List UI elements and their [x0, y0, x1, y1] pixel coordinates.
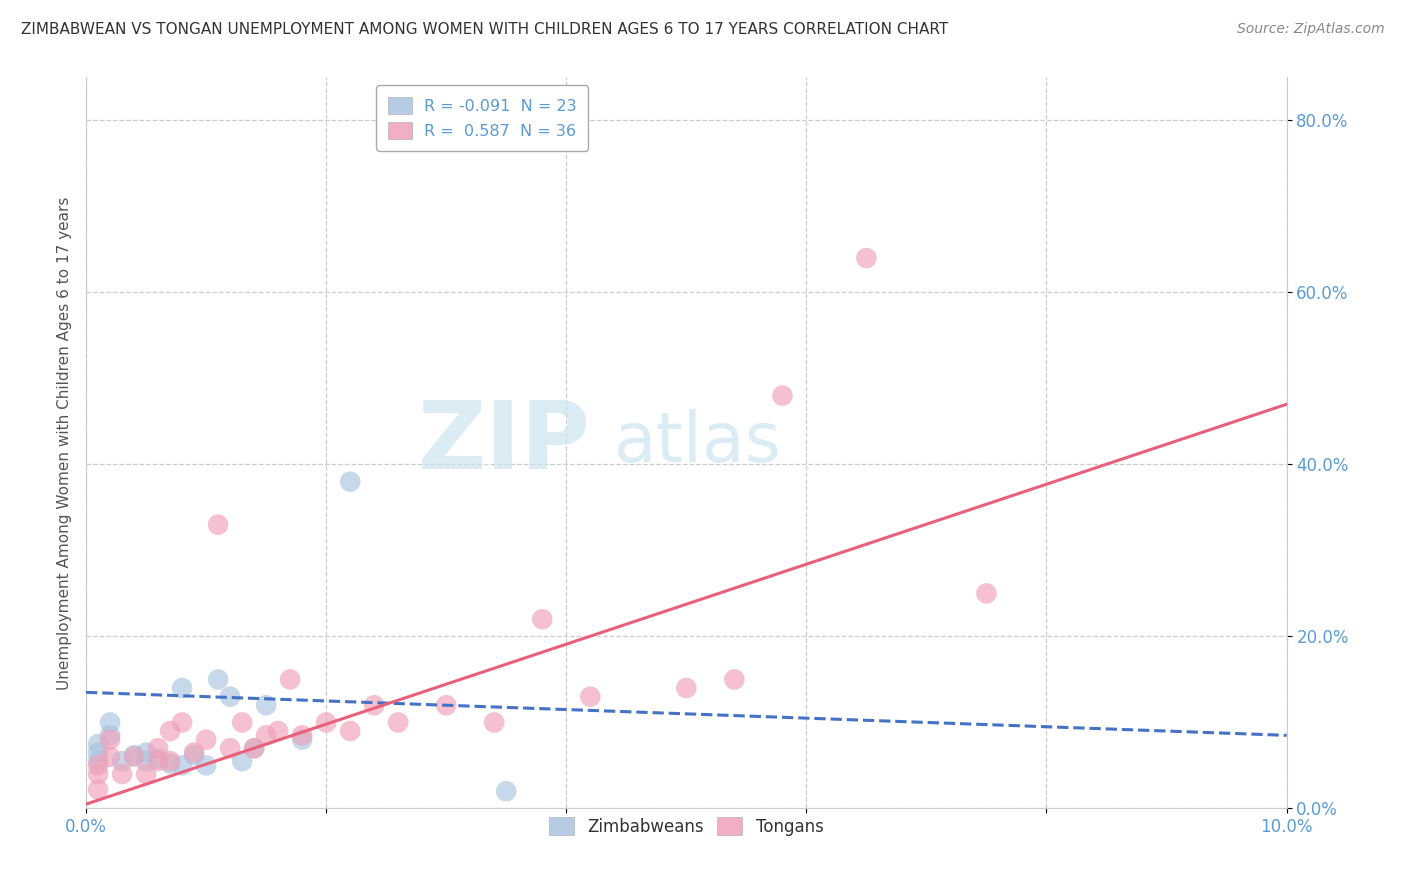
- Point: [770, 389, 793, 403]
- Point: [207, 517, 229, 532]
- Point: [195, 758, 218, 772]
- Text: Source: ZipAtlas.com: Source: ZipAtlas.com: [1237, 22, 1385, 37]
- Point: [195, 732, 218, 747]
- Point: [87, 737, 110, 751]
- Point: [111, 767, 134, 781]
- Point: [855, 251, 877, 265]
- Point: [723, 673, 745, 687]
- Point: [87, 746, 110, 760]
- Point: [135, 746, 157, 760]
- Point: [531, 612, 554, 626]
- Point: [434, 698, 457, 713]
- Point: [183, 746, 205, 760]
- Point: [98, 728, 121, 742]
- Point: [231, 715, 253, 730]
- Point: [111, 754, 134, 768]
- Point: [291, 732, 314, 747]
- Text: ZIP: ZIP: [418, 397, 591, 489]
- Point: [363, 698, 385, 713]
- Point: [87, 758, 110, 772]
- Point: [579, 690, 602, 704]
- Point: [146, 754, 169, 768]
- Point: [231, 754, 253, 768]
- Point: [254, 728, 277, 742]
- Point: [339, 724, 361, 739]
- Point: [146, 751, 169, 765]
- Point: [315, 715, 337, 730]
- Point: [976, 586, 998, 600]
- Text: atlas: atlas: [614, 409, 782, 476]
- Point: [243, 741, 266, 756]
- Point: [146, 741, 169, 756]
- Text: ZIMBABWEAN VS TONGAN UNEMPLOYMENT AMONG WOMEN WITH CHILDREN AGES 6 TO 17 YEARS C: ZIMBABWEAN VS TONGAN UNEMPLOYMENT AMONG …: [21, 22, 948, 37]
- Point: [98, 732, 121, 747]
- Point: [87, 767, 110, 781]
- Point: [278, 673, 301, 687]
- Point: [254, 698, 277, 713]
- Point: [495, 784, 517, 798]
- Point: [172, 681, 194, 695]
- Legend: Zimbabweans, Tongans: Zimbabweans, Tongans: [541, 809, 832, 844]
- Point: [159, 724, 181, 739]
- Point: [172, 715, 194, 730]
- Point: [267, 724, 290, 739]
- Y-axis label: Unemployment Among Women with Children Ages 6 to 17 years: Unemployment Among Women with Children A…: [58, 196, 72, 690]
- Point: [484, 715, 506, 730]
- Point: [159, 754, 181, 768]
- Point: [243, 741, 266, 756]
- Point: [291, 728, 314, 742]
- Point: [207, 673, 229, 687]
- Point: [122, 749, 145, 764]
- Point: [122, 748, 145, 763]
- Point: [159, 756, 181, 771]
- Point: [339, 475, 361, 489]
- Point: [98, 749, 121, 764]
- Point: [219, 690, 242, 704]
- Point: [219, 741, 242, 756]
- Point: [172, 758, 194, 772]
- Point: [387, 715, 409, 730]
- Point: [98, 715, 121, 730]
- Point: [183, 748, 205, 763]
- Point: [87, 754, 110, 768]
- Point: [135, 767, 157, 781]
- Point: [87, 782, 110, 797]
- Point: [135, 754, 157, 768]
- Point: [675, 681, 697, 695]
